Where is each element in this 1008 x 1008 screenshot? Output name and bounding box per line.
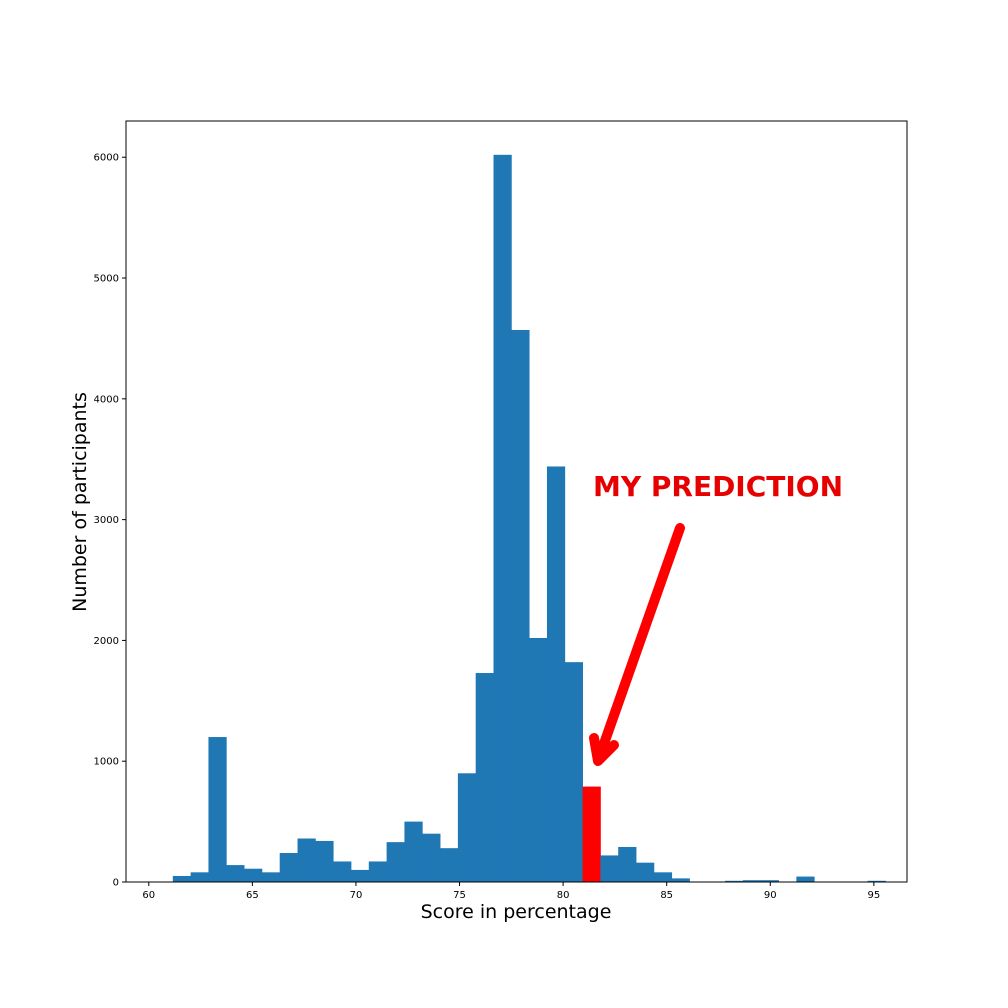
prediction-annotation: MY PREDICTION: [593, 470, 843, 503]
histogram-bar: [368, 861, 388, 882]
x-tick-label: 80: [557, 890, 570, 901]
y-tick-label: 5000: [94, 274, 119, 285]
x-tick-label: 75: [453, 890, 466, 901]
plot-frame: [125, 120, 908, 883]
histogram-bar: [546, 466, 566, 882]
y-tick-label: 6000: [94, 153, 119, 164]
histogram-bar: [440, 848, 459, 882]
x-tick-label: 90: [764, 890, 777, 901]
histogram-bar: [226, 865, 245, 882]
histogram-bar: [422, 833, 441, 882]
y-tick-label: 3000: [94, 515, 119, 526]
prediction-bar: [582, 786, 601, 882]
histogram-bar: [244, 868, 263, 882]
histogram-bar: [404, 821, 423, 882]
histogram-bar: [172, 875, 192, 882]
histogram-bar: [493, 154, 512, 883]
histogram-bar: [261, 872, 281, 882]
histogram-bar: [618, 846, 637, 882]
y-tick-label: 0: [113, 878, 119, 889]
y-tick-label: 4000: [94, 394, 119, 405]
histogram-bar: [742, 880, 762, 882]
y-axis-ticks: 0 1000 2000 3000 4000 5000 6000: [94, 153, 126, 889]
histogram-bar: [511, 329, 530, 882]
histogram-bar: [386, 842, 405, 882]
histogram-bar: [297, 838, 316, 882]
histogram-bar: [796, 876, 815, 882]
x-tick-label: 85: [660, 890, 673, 901]
prediction-arrow: [589, 523, 685, 766]
y-tick-label: 1000: [94, 757, 119, 768]
histogram-bar: [350, 869, 370, 882]
histogram-bar: [671, 878, 690, 882]
histogram-bar: [315, 840, 334, 882]
histogram-bar: [279, 853, 298, 882]
histogram-bar: [457, 773, 477, 882]
histogram-bar: [636, 862, 655, 882]
x-tick-label: 65: [246, 890, 259, 901]
histogram-bar: [208, 737, 227, 882]
histogram-bar: [725, 880, 744, 882]
x-tick-label: 95: [867, 890, 880, 901]
y-tick-label: 2000: [94, 636, 119, 647]
x-tick-label: 70: [350, 890, 363, 901]
bars-group: [172, 154, 886, 883]
x-axis-title: Score in percentage: [421, 901, 612, 923]
histogram-bar: [190, 872, 209, 882]
histogram-bar: [867, 880, 886, 882]
x-tick-label: 60: [142, 890, 155, 901]
histogram-bar: [475, 673, 494, 882]
histogram-bar: [760, 880, 779, 882]
histogram-bar: [564, 662, 583, 882]
histogram-bar: [529, 637, 548, 882]
y-axis-title: Number of participants: [69, 392, 91, 612]
histogram-bar: [333, 861, 352, 882]
histogram-bar: [653, 872, 673, 882]
histogram-bar: [600, 855, 619, 882]
x-axis-ticks: 60 65 70 75 80 85 90 95: [142, 882, 880, 901]
